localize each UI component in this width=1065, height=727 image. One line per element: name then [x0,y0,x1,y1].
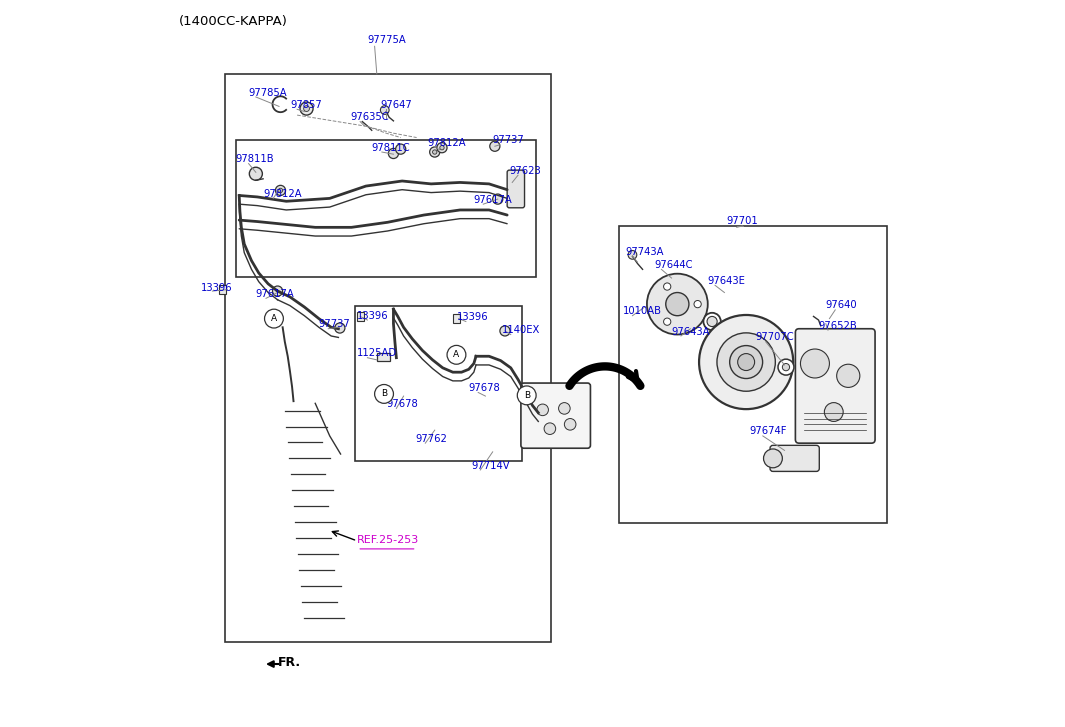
Text: REF.25-253: REF.25-253 [357,535,420,545]
Circle shape [628,251,637,260]
Text: 97762: 97762 [415,434,447,443]
Circle shape [646,273,708,334]
Text: 97678: 97678 [469,383,501,393]
Circle shape [490,141,499,151]
Text: 13396: 13396 [357,310,389,321]
Text: 97812A: 97812A [427,138,466,148]
Circle shape [764,449,783,467]
Circle shape [544,423,556,435]
Circle shape [837,364,859,387]
Bar [219,285,226,294]
Text: 97812A: 97812A [263,189,301,199]
Circle shape [537,404,548,416]
Text: 97635C: 97635C [350,112,389,122]
Bar [355,305,522,461]
Circle shape [440,145,444,150]
Circle shape [493,194,503,204]
Text: 97714V: 97714V [471,460,509,470]
Circle shape [694,300,701,308]
Text: 1010AB: 1010AB [623,306,662,316]
Circle shape [437,142,447,153]
Circle shape [730,345,763,379]
Text: 97811C: 97811C [372,143,410,153]
Text: A: A [454,350,459,359]
FancyBboxPatch shape [796,329,875,443]
Text: 97647: 97647 [380,100,412,110]
Circle shape [249,167,262,180]
Text: 97737: 97737 [318,319,350,329]
Circle shape [273,286,282,296]
Circle shape [783,364,789,371]
Bar [453,314,460,323]
Bar [620,226,887,523]
Circle shape [738,353,755,371]
Circle shape [558,403,570,414]
Circle shape [499,326,510,336]
Circle shape [717,333,775,391]
Text: 97743A: 97743A [625,247,663,257]
Circle shape [666,292,689,316]
Circle shape [663,318,671,325]
Circle shape [663,283,671,290]
Text: 13396: 13396 [457,312,488,322]
Text: 97707C: 97707C [755,332,794,342]
Text: 13396: 13396 [201,283,232,293]
Text: 97652B: 97652B [819,321,857,331]
Text: 97643A: 97643A [672,326,710,337]
Circle shape [447,345,465,364]
FancyBboxPatch shape [521,383,590,449]
Circle shape [707,316,717,326]
Text: B: B [381,390,387,398]
Circle shape [389,148,398,158]
Text: B: B [524,391,529,400]
Circle shape [276,185,285,196]
Circle shape [699,315,793,409]
Text: 97643E: 97643E [708,276,745,286]
Circle shape [334,323,345,333]
Text: 97617A: 97617A [473,195,512,205]
Text: 97617A: 97617A [256,289,295,299]
Circle shape [801,349,830,378]
Text: 97674F: 97674F [750,427,787,436]
Circle shape [429,147,440,157]
FancyBboxPatch shape [507,170,525,208]
Bar [377,353,390,361]
Circle shape [564,419,576,430]
Text: FR.: FR. [278,656,300,670]
Circle shape [432,150,437,154]
Bar [225,74,551,643]
Circle shape [375,385,393,403]
Circle shape [380,105,389,114]
Text: A: A [271,314,277,323]
Circle shape [264,309,283,328]
Circle shape [300,102,313,115]
Text: 97857: 97857 [290,100,322,110]
Text: 97623: 97623 [509,166,541,176]
Bar [357,312,364,321]
Text: 1125AD: 1125AD [357,348,397,358]
Text: 97678: 97678 [387,399,417,409]
Circle shape [824,403,843,422]
Circle shape [278,188,282,193]
Circle shape [703,313,721,330]
Text: 97785A: 97785A [248,87,288,97]
Text: 97644C: 97644C [654,260,692,270]
Text: (1400CC-KAPPA): (1400CC-KAPPA) [179,15,288,28]
Text: 97811B: 97811B [235,154,274,164]
Bar [235,140,536,276]
FancyBboxPatch shape [770,446,819,471]
Text: 97775A: 97775A [367,36,406,45]
Text: 97640: 97640 [825,300,857,310]
Circle shape [779,359,793,375]
Circle shape [304,105,310,111]
Circle shape [518,386,536,405]
Text: 1140EX: 1140EX [502,325,540,335]
Text: 97701: 97701 [726,217,758,226]
Circle shape [395,144,406,154]
Text: 97737: 97737 [492,135,524,145]
